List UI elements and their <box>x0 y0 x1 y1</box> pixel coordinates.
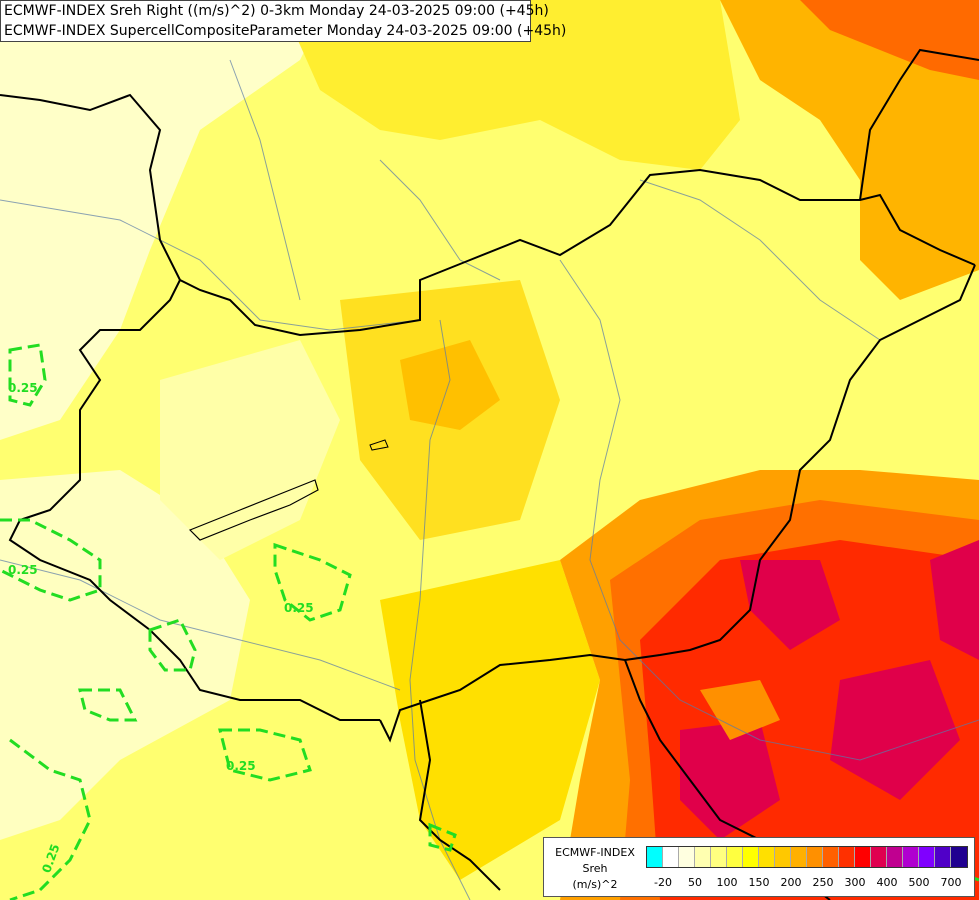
border-northeast <box>859 48 979 201</box>
sreh-field-crimson-a <box>740 560 840 650</box>
legend-swatch <box>919 847 935 867</box>
sreh-field-pale-southwest <box>0 470 250 840</box>
border-north <box>0 93 976 337</box>
color-legend: ECMWF-INDEX Sreh (m/s)^2 -20 50 100 150 200 2… <box>543 837 975 897</box>
legend-tick-label: 50 <box>688 876 702 889</box>
title-line-sreh: ECMWF-INDEX Sreh Right ((m/s)^2) 0-3km M… <box>4 3 549 19</box>
title-line-scp: ECMWF-INDEX SupercellCompositeParameter … <box>4 23 567 39</box>
sreh-field-red-northeast <box>800 0 979 80</box>
legend-tick-label: 300 <box>844 876 866 889</box>
legend-swatch <box>951 847 967 867</box>
legend-title-unit: (m/s)^2 <box>572 878 618 891</box>
lake-small <box>369 439 389 451</box>
legend-swatch <box>839 847 855 867</box>
sreh-field-yellow-north <box>280 0 740 170</box>
river-lines <box>0 59 979 900</box>
scp-contour-label: 0.25 <box>226 759 256 773</box>
sreh-field-pale-west <box>0 0 330 440</box>
legend-tick-label: 400 <box>876 876 898 889</box>
legend-swatch <box>807 847 823 867</box>
legend-tick-label: 150 <box>748 876 770 889</box>
legend-swatch <box>679 847 695 867</box>
legend-swatch <box>727 847 743 867</box>
legend-tick-label: 250 <box>812 876 834 889</box>
sreh-field-crimson-c <box>680 720 780 840</box>
legend-swatch <box>711 847 727 867</box>
sreh-field-pale-center <box>160 340 340 560</box>
scp-contour-label: 0.25 <box>284 601 314 615</box>
legend-swatches <box>646 846 968 868</box>
legend-swatch <box>743 847 759 867</box>
legend-swatch <box>695 847 711 867</box>
legend-swatch <box>887 847 903 867</box>
legend-swatch <box>903 847 919 867</box>
border-west <box>8 279 380 721</box>
legend-swatch <box>775 847 791 867</box>
legend-swatch <box>647 847 663 867</box>
scp-contour-label: 0.25 <box>8 381 38 395</box>
legend-tick-label: 100 <box>716 876 738 889</box>
lake-balaton <box>188 479 319 541</box>
sreh-field-orange-pocket <box>700 680 780 740</box>
legend-swatch <box>663 847 679 867</box>
scp-contour-label: 0.25 <box>8 563 38 577</box>
sreh-field-crimson-b <box>830 660 960 800</box>
legend-swatch <box>855 847 871 867</box>
sreh-field-orange-northeast <box>720 0 979 300</box>
map-title-box: ECMWF-INDEX Sreh Right ((m/s)^2) 0-3km M… <box>0 0 566 42</box>
sreh-field-crimson-d <box>930 540 979 660</box>
legend-swatch <box>935 847 951 867</box>
legend-title-model: ECMWF-INDEX <box>555 846 635 859</box>
legend-title-param: Sreh <box>582 862 608 875</box>
sreh-field-yellow-south <box>380 560 600 880</box>
sreh-field-orange-center <box>400 340 500 430</box>
legend-tick-label: 700 <box>940 876 962 889</box>
legend-tick-label: -20 <box>654 876 672 889</box>
legend-swatch <box>759 847 775 867</box>
legend-tick-label: 500 <box>908 876 930 889</box>
legend-swatch <box>871 847 887 867</box>
legend-swatch <box>823 847 839 867</box>
legend-tick-label: 200 <box>780 876 802 889</box>
border-east <box>379 264 976 743</box>
legend-swatch <box>791 847 807 867</box>
